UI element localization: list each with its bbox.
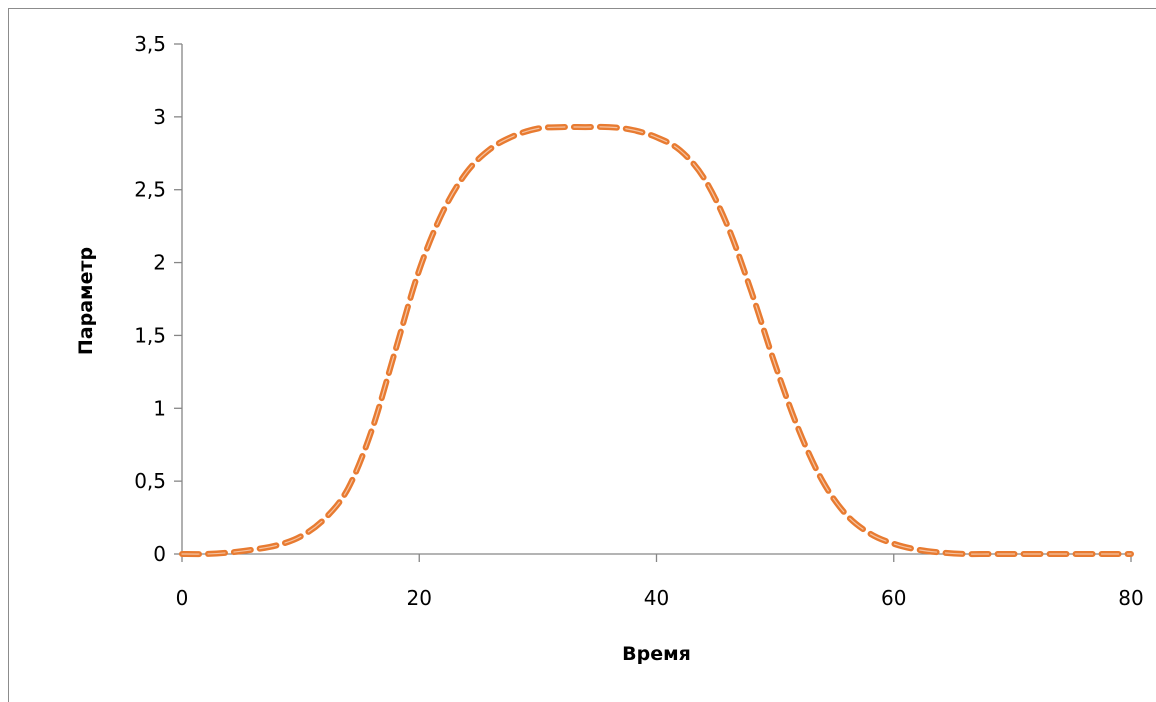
y-axis-title: Параметр (75, 247, 97, 355)
x-tick-label: 0 (176, 586, 189, 610)
series-line (179, 123, 1134, 558)
x-tick-label: 20 (407, 586, 432, 610)
y-tick-label: 3,5 (134, 32, 166, 56)
y-tick-label: 0 (153, 542, 166, 566)
axes (174, 43, 1132, 562)
x-tick-label: 60 (881, 586, 906, 610)
y-tick-label: 2,5 (134, 178, 166, 202)
y-tick-label: 0,5 (134, 469, 166, 493)
x-axis-title: Время (622, 643, 691, 665)
y-tick-label: 1,5 (134, 323, 166, 347)
y-tick-label: 1 (153, 396, 166, 420)
tick-labels: 0 0,5 1 1,5 2 2,5 3 3,5 0 20 40 60 80 (134, 32, 1144, 610)
y-tick-label: 2 (153, 251, 166, 275)
series-line-highlight (181, 126, 1132, 555)
x-tick-label: 40 (644, 586, 669, 610)
x-tick-label: 80 (1118, 586, 1143, 610)
y-tick-label: 3 (153, 105, 166, 129)
series-layer (179, 123, 1134, 558)
chart-frame (8, 8, 1156, 702)
